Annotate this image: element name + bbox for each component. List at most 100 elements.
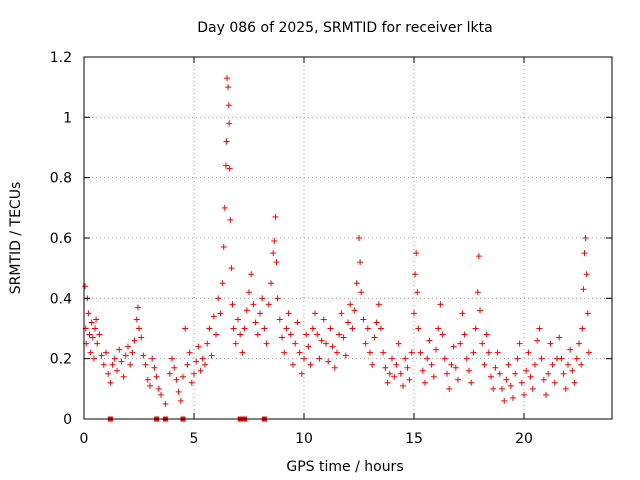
data-point	[272, 213, 279, 220]
data-point	[364, 325, 371, 332]
data-point	[521, 391, 527, 398]
data-point	[362, 340, 369, 347]
data-point	[327, 325, 334, 332]
data-point	[543, 391, 549, 398]
data-point	[373, 319, 380, 326]
data-point	[565, 361, 571, 368]
data-point	[153, 373, 160, 380]
data-point	[225, 102, 232, 109]
data-point	[103, 349, 109, 356]
data-point	[494, 349, 501, 356]
data-point	[208, 352, 215, 359]
data-point	[114, 367, 120, 374]
data-point	[426, 337, 433, 344]
data-point	[226, 165, 233, 172]
data-point	[455, 376, 461, 383]
data-point	[415, 325, 422, 332]
data-point	[375, 301, 382, 308]
data-point	[538, 355, 545, 362]
data-point	[353, 280, 360, 287]
data-point	[257, 310, 263, 317]
data-point	[151, 364, 158, 371]
data-point	[222, 162, 229, 169]
data-point	[105, 370, 112, 377]
data-point	[371, 334, 378, 341]
data-point	[323, 340, 329, 347]
data-point	[250, 301, 257, 308]
data-point	[481, 361, 488, 368]
data-point	[118, 358, 125, 365]
data-point	[241, 325, 248, 332]
data-point	[261, 325, 268, 332]
data-point	[210, 313, 217, 320]
data-point	[547, 340, 554, 347]
data-point	[325, 358, 332, 365]
data-point	[578, 361, 585, 368]
data-point	[534, 337, 541, 344]
data-point	[579, 325, 586, 332]
data-point	[424, 355, 431, 362]
data-point	[581, 250, 588, 257]
data-point	[195, 343, 202, 350]
data-point	[120, 373, 127, 380]
data-point	[158, 391, 164, 398]
data-point	[134, 304, 141, 311]
data-point	[309, 325, 316, 332]
data-point	[142, 361, 149, 368]
data-point	[235, 316, 241, 323]
data-point	[439, 331, 446, 338]
data-point	[320, 316, 327, 323]
data-point	[408, 349, 415, 356]
data-point	[444, 370, 450, 377]
data-point	[419, 367, 426, 374]
data-point	[312, 310, 318, 317]
data-point	[342, 352, 349, 359]
data-point	[274, 295, 281, 302]
data-point	[239, 349, 246, 356]
data-point	[237, 331, 244, 338]
data-point	[380, 349, 387, 356]
data-point	[540, 376, 547, 383]
data-point	[549, 361, 556, 368]
data-point	[109, 361, 116, 368]
data-point	[215, 295, 222, 302]
x-tick-label: 20	[515, 431, 533, 447]
data-point	[122, 352, 129, 359]
data-point	[273, 259, 280, 266]
data-point	[285, 310, 292, 317]
data-point	[223, 138, 230, 145]
data-point	[345, 319, 351, 326]
data-point	[129, 349, 136, 356]
data-point	[127, 361, 134, 368]
data-point	[567, 346, 574, 353]
data-point	[268, 280, 274, 287]
data-point	[254, 331, 261, 338]
data-point	[351, 307, 358, 314]
data-point	[582, 235, 589, 241]
data-point	[472, 325, 479, 332]
data-point	[367, 349, 373, 356]
data-point	[276, 316, 283, 323]
data-point	[571, 379, 578, 386]
data-point	[248, 271, 255, 278]
data-point	[305, 343, 312, 350]
data-point	[204, 340, 211, 347]
data-point	[433, 346, 439, 353]
data-point	[188, 379, 195, 386]
data-point	[136, 325, 142, 332]
data-point	[270, 250, 277, 257]
x-tick-label: 10	[295, 431, 313, 447]
data-point	[357, 259, 364, 266]
data-point	[197, 367, 204, 374]
data-point	[147, 382, 153, 389]
data-point	[318, 337, 325, 344]
y-tick-label: 0.6	[50, 231, 72, 247]
data-point	[397, 370, 404, 377]
data-point	[307, 361, 314, 368]
data-point	[340, 334, 347, 341]
data-point	[558, 355, 565, 362]
data-point	[90, 355, 97, 362]
data-point	[459, 310, 466, 317]
data-point	[316, 355, 323, 362]
